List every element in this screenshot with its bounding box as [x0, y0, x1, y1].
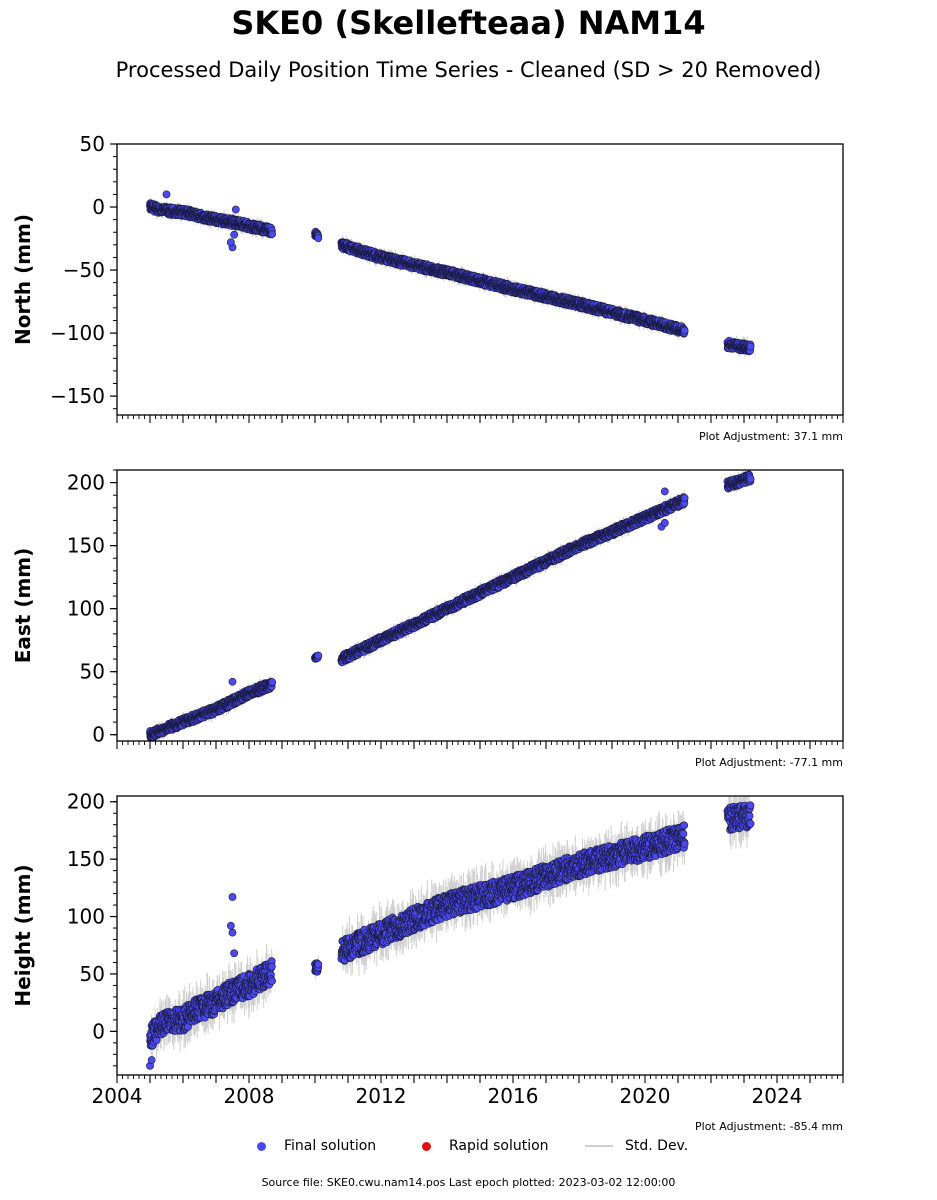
outlier-point: [162, 190, 171, 199]
final-solution-points: [146, 470, 755, 741]
y-tick-label: −50: [63, 258, 105, 282]
y-tick-label: 0: [92, 195, 105, 219]
y-tick-label: 50: [80, 132, 105, 156]
outlier-point: [230, 230, 239, 239]
data-point: [268, 230, 276, 239]
outlier-point: [226, 238, 235, 247]
panel-north: 50 0 −50 −100 −150 North (mm) Plot Adjustment:…: [11, 132, 844, 443]
chart-subtitle: Processed Daily Position Time Series - C…: [115, 58, 822, 82]
plot-adjustment-note: Plot Adjustment: 37.1 mm: [699, 430, 843, 443]
final-solution-points: [146, 190, 755, 356]
data-point: [314, 234, 323, 243]
data-point: [746, 342, 755, 351]
outlier-point: [231, 205, 240, 214]
data-points: [146, 190, 755, 358]
data-points: [146, 470, 755, 741]
chart-title: SKE0 (Skellefteaa) NAM14: [231, 4, 706, 42]
y-tick-label: −150: [50, 384, 105, 408]
data-point: [680, 326, 689, 335]
y-axis-label: North (mm): [11, 214, 35, 345]
y-tick-label: −100: [50, 321, 105, 345]
